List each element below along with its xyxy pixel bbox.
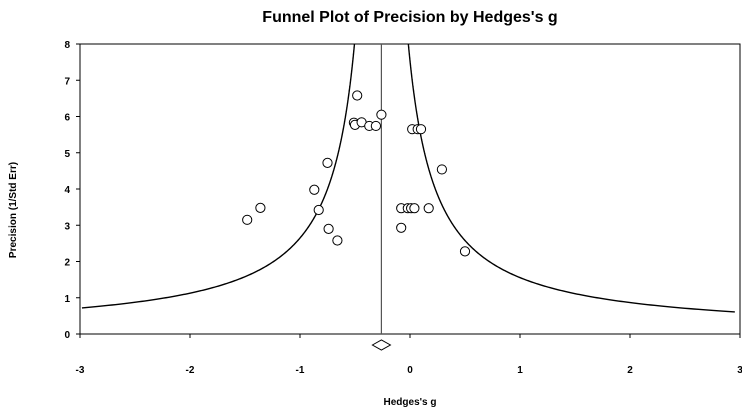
plot-frame <box>79 43 741 335</box>
x-tick-label: 2 <box>627 365 633 376</box>
study-point <box>436 164 447 175</box>
study-point <box>352 90 363 101</box>
study-point <box>396 222 407 233</box>
funnel-layer <box>81 43 735 351</box>
study-point <box>322 157 333 168</box>
study-point <box>255 202 266 213</box>
x-tick-label: -1 <box>296 365 305 376</box>
study-point <box>323 223 334 234</box>
study-points <box>242 90 471 257</box>
study-point <box>332 235 343 246</box>
study-point <box>423 203 434 214</box>
study-point <box>313 204 324 216</box>
summary-diamond <box>371 339 392 351</box>
x-axis: -3 -2 -1 0 1 2 3 <box>76 334 742 376</box>
study-point <box>242 214 253 225</box>
study-point <box>415 124 427 135</box>
x-tick-label: 3 <box>737 365 742 376</box>
y-tick-label: 6 <box>64 113 70 124</box>
x-tick-label: -2 <box>186 365 195 376</box>
funnel-left-boundary <box>81 43 356 309</box>
y-tick-label: 2 <box>64 258 70 269</box>
y-tick-label: 1 <box>64 294 70 305</box>
y-axis-label: Precision (1/Std Err) <box>8 162 19 258</box>
study-point <box>409 203 420 214</box>
chart-title: Funnel Plot of Precision by Hedges's g <box>262 9 557 26</box>
x-axis-label: Hedges's g <box>384 397 437 408</box>
x-tick-label: 0 <box>407 365 413 376</box>
x-tick-label: 1 <box>517 365 523 376</box>
y-tick-label: 0 <box>64 330 70 341</box>
study-point <box>370 120 381 132</box>
y-tick-label: 8 <box>64 40 70 51</box>
study-point <box>309 184 320 195</box>
y-tick-label: 3 <box>64 221 70 232</box>
study-point <box>459 246 471 257</box>
y-tick-label: 4 <box>64 185 70 196</box>
study-point <box>376 109 387 120</box>
y-tick-label: 7 <box>64 76 70 87</box>
funnel-right-boundary <box>407 43 735 313</box>
y-axis: 0 1 2 3 4 5 6 7 8 <box>64 40 80 341</box>
x-tick-label: -3 <box>76 365 85 376</box>
y-tick-label: 5 <box>64 149 70 160</box>
